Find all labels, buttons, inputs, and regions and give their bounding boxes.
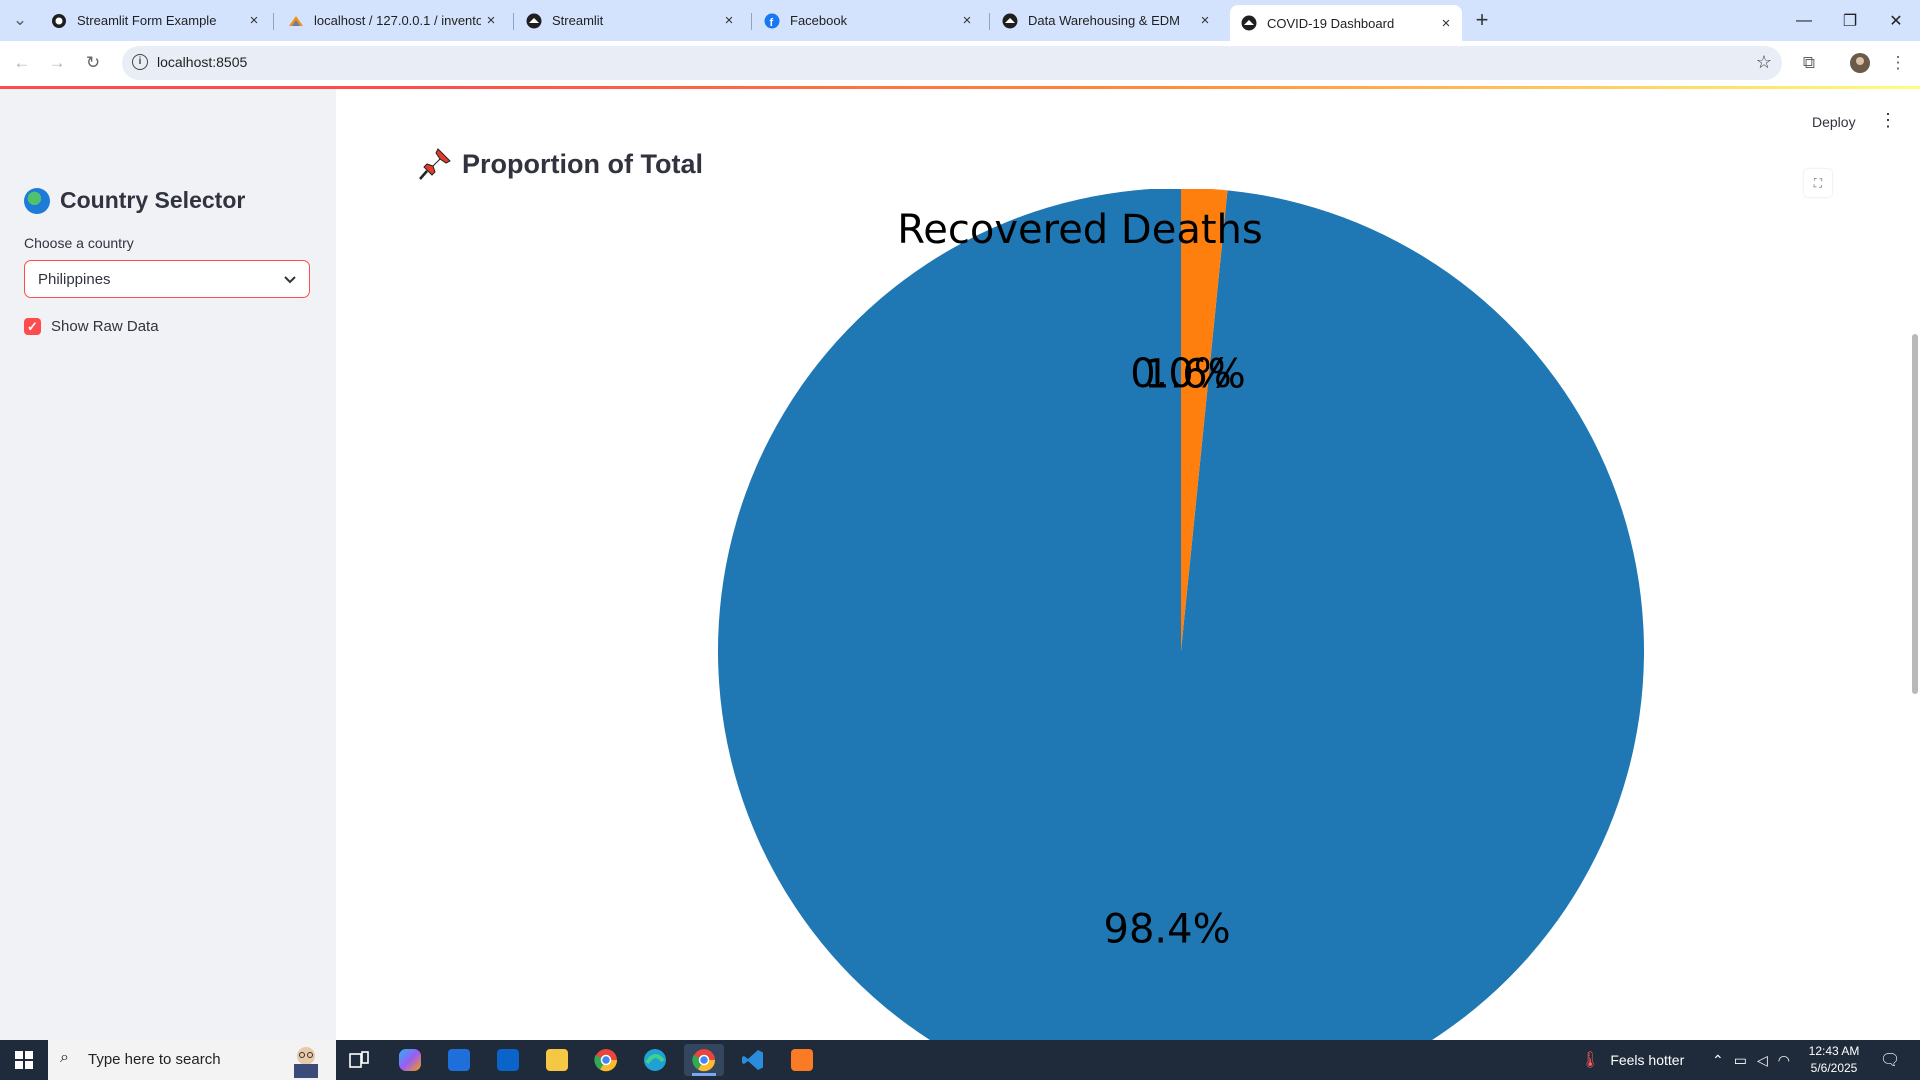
tab-separator xyxy=(513,13,514,30)
volume-icon[interactable]: ◁ xyxy=(1756,1051,1778,1068)
tab-search-button[interactable]: ⌄ xyxy=(12,10,28,29)
phpmyadmin-icon xyxy=(288,13,304,29)
taskbar-clock[interactable]: 12:43 AM 5/6/2025 xyxy=(1808,1044,1860,1075)
pie-slice xyxy=(718,189,1644,1040)
bookmark-star-icon[interactable]: ☆ xyxy=(1755,52,1772,72)
pie-percent-label: 98.4% xyxy=(1104,906,1231,952)
browser-toolbar: ← → ↻ i localhost:8505 ☆ ⧉ ⋮ xyxy=(0,41,1920,86)
task-view-button[interactable] xyxy=(339,1044,379,1076)
browser-tab[interactable]: Streamlit Form Example × xyxy=(40,6,270,35)
scrollbar[interactable] xyxy=(1910,89,1920,1040)
taskbar-search-placeholder: Type here to search xyxy=(88,1051,221,1068)
country-select[interactable]: Philippines xyxy=(24,260,310,298)
chrome-menu-icon[interactable]: ⋮ xyxy=(1889,53,1907,72)
close-window-button[interactable]: ✕ xyxy=(1889,12,1903,30)
pie-chart: 98.4% 1.6%0.0% Recovered Deaths xyxy=(718,189,1644,1040)
restore-button[interactable]: ❐ xyxy=(1842,12,1858,30)
search-highlight-illustration xyxy=(286,1042,326,1078)
url-text: localhost:8505 xyxy=(157,54,248,70)
vscode-icon[interactable] xyxy=(733,1044,773,1076)
streamlit-icon xyxy=(1241,15,1257,31)
deploy-button[interactable]: Deploy xyxy=(1812,114,1856,130)
browser-tab-active[interactable]: COVID-19 Dashboard × xyxy=(1230,5,1462,41)
system-tray: ⌃ ▭ ◁ ◠ xyxy=(1712,1040,1800,1080)
weather-widget[interactable]: 🌡 Feels hotter xyxy=(1580,1052,1685,1069)
forward-button[interactable]: → xyxy=(48,53,66,72)
copilot-icon[interactable] xyxy=(390,1044,430,1076)
sidebar: Country Selector Choose a country Philip… xyxy=(0,89,336,1040)
browser-tab[interactable]: Data Warehousing & EDM × xyxy=(991,6,1221,35)
pie-percent-label: 0.0% xyxy=(1130,351,1232,397)
back-button[interactable]: ← xyxy=(13,53,31,72)
browser-tab-strip: ⌄ Streamlit Form Example × localhost / 1… xyxy=(0,0,1920,41)
outlook-icon[interactable] xyxy=(488,1044,528,1076)
close-tab-icon[interactable]: × xyxy=(724,12,734,29)
close-tab-icon[interactable]: × xyxy=(486,12,496,29)
close-tab-icon[interactable]: × xyxy=(1441,14,1451,32)
country-select-label: Choose a country xyxy=(24,235,134,251)
file-explorer-icon[interactable] xyxy=(537,1044,577,1076)
browser-tab[interactable]: Streamlit × xyxy=(515,6,745,35)
xampp-icon[interactable] xyxy=(782,1044,822,1076)
notifications-icon[interactable]: 🗨 xyxy=(1880,1052,1901,1069)
section-heading: Proportion of Total xyxy=(418,147,703,181)
main-content: Deploy ⋮ Proportion of Total ⛶ 98.4% 1.6%… xyxy=(336,89,1920,1040)
browser-tab[interactable]: f Facebook × xyxy=(753,6,983,35)
site-info-icon[interactable]: i xyxy=(132,54,148,70)
pie-slice xyxy=(1181,189,1228,651)
facebook-icon: f xyxy=(764,13,780,29)
sidebar-title: Country Selector xyxy=(24,187,245,214)
taskbar-search-box[interactable]: ⌕ Type here to search xyxy=(48,1040,336,1080)
address-bar[interactable]: i localhost:8505 ☆ xyxy=(122,46,1782,80)
tab-separator xyxy=(751,13,752,30)
fullscreen-button[interactable]: ⛶ xyxy=(1804,169,1832,197)
streamlit-icon xyxy=(526,13,542,29)
tab-separator xyxy=(273,13,274,30)
search-icon: ⌕ xyxy=(60,1049,69,1066)
svg-text:f: f xyxy=(770,17,774,29)
minimize-button[interactable]: — xyxy=(1796,11,1812,29)
tab-separator xyxy=(989,13,990,30)
microsoft-store-icon[interactable] xyxy=(439,1044,479,1076)
profile-avatar[interactable] xyxy=(1848,51,1872,75)
windows-start-button[interactable] xyxy=(0,1040,48,1080)
close-tab-icon[interactable]: × xyxy=(249,12,259,29)
windows-taskbar: ⌕ Type here to search 🌡 Feels hotter xyxy=(0,1040,1920,1080)
network-icon[interactable]: ◠ xyxy=(1777,1051,1800,1068)
close-tab-icon[interactable]: × xyxy=(962,12,972,29)
github-icon xyxy=(51,13,67,29)
chart-title: Recovered Deaths xyxy=(897,207,1262,253)
globe-icon xyxy=(24,187,50,214)
browser-tab[interactable]: localhost / 127.0.0.1 / inventory × xyxy=(277,6,507,35)
chrome-icon[interactable] xyxy=(586,1044,626,1076)
chrome-profile-icon[interactable] xyxy=(684,1044,724,1076)
new-tab-button[interactable]: + xyxy=(1475,7,1489,32)
close-tab-icon[interactable]: × xyxy=(1200,12,1210,29)
reload-button[interactable]: ↻ xyxy=(85,53,101,72)
pushpin-icon xyxy=(419,148,451,180)
streamlit-icon xyxy=(1002,13,1018,29)
streamlit-header-decoration xyxy=(0,86,1920,89)
country-select-value: Philippines xyxy=(38,271,111,288)
edge-icon[interactable] xyxy=(635,1044,675,1076)
checkmark-icon[interactable]: ✓ xyxy=(24,318,41,335)
active-app-indicator xyxy=(692,1073,716,1076)
pie-percent-label: 1.6% xyxy=(1144,352,1246,398)
scrollbar-thumb[interactable] xyxy=(1912,334,1918,694)
extensions-icon[interactable]: ⧉ xyxy=(1802,53,1816,72)
chevron-down-icon xyxy=(283,269,297,290)
show-raw-data-checkbox[interactable]: ✓ Show Raw Data xyxy=(24,318,159,335)
show-hidden-icons-icon[interactable]: ⌃ xyxy=(1712,1051,1734,1068)
thermometer-icon: 🌡 xyxy=(1580,1052,1601,1069)
battery-icon[interactable]: ▭ xyxy=(1733,1051,1757,1068)
main-menu-icon[interactable]: ⋮ xyxy=(1879,110,1897,130)
